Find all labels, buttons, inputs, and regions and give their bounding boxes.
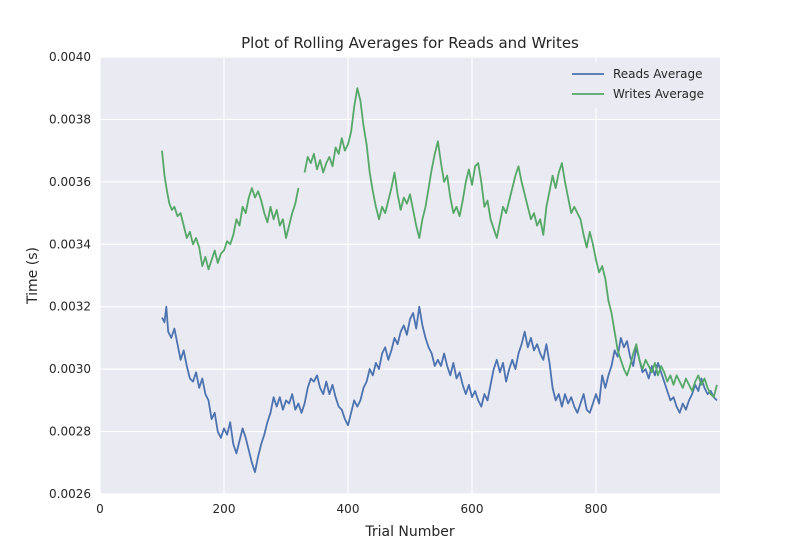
y-tick-label: 0.0028 bbox=[49, 425, 91, 439]
y-axis-title: Time (s) bbox=[25, 247, 41, 305]
legend: Reads Average Writes Average bbox=[560, 62, 715, 108]
y-tick-label: 0.0030 bbox=[49, 362, 91, 376]
y-tick-label: 0.0036 bbox=[49, 175, 91, 189]
chart-title: Plot of Rolling Averages for Reads and W… bbox=[241, 34, 579, 52]
y-tick-label: 0.0038 bbox=[49, 112, 91, 126]
legend-label-writes: Writes Average bbox=[613, 87, 704, 101]
legend-box bbox=[560, 62, 715, 108]
grid-lines bbox=[99, 56, 720, 495]
writes-average-line bbox=[161, 87, 718, 399]
y-tick-label: 0.0032 bbox=[49, 300, 91, 314]
tick-labels: 0 200 400 600 800 0.0026 0.0028 0.0030 0.0032 0.0… bbox=[49, 50, 607, 516]
plot-area bbox=[100, 57, 720, 494]
x-axis-title: Trial Number bbox=[364, 524, 455, 540]
legend-label-reads: Reads Average bbox=[613, 67, 703, 81]
x-tick-label: 600 bbox=[461, 502, 484, 516]
y-tick-label: 0.0026 bbox=[49, 487, 91, 501]
x-tick-label: 0 bbox=[96, 502, 104, 516]
x-tick-label: 800 bbox=[585, 502, 608, 516]
reads-average-line bbox=[161, 305, 718, 473]
x-tick-label: 200 bbox=[213, 502, 236, 516]
series-layer bbox=[161, 87, 718, 473]
x-tick-label: 400 bbox=[337, 502, 360, 516]
y-tick-label: 0.0040 bbox=[49, 50, 91, 64]
y-tick-label: 0.0034 bbox=[49, 237, 91, 251]
